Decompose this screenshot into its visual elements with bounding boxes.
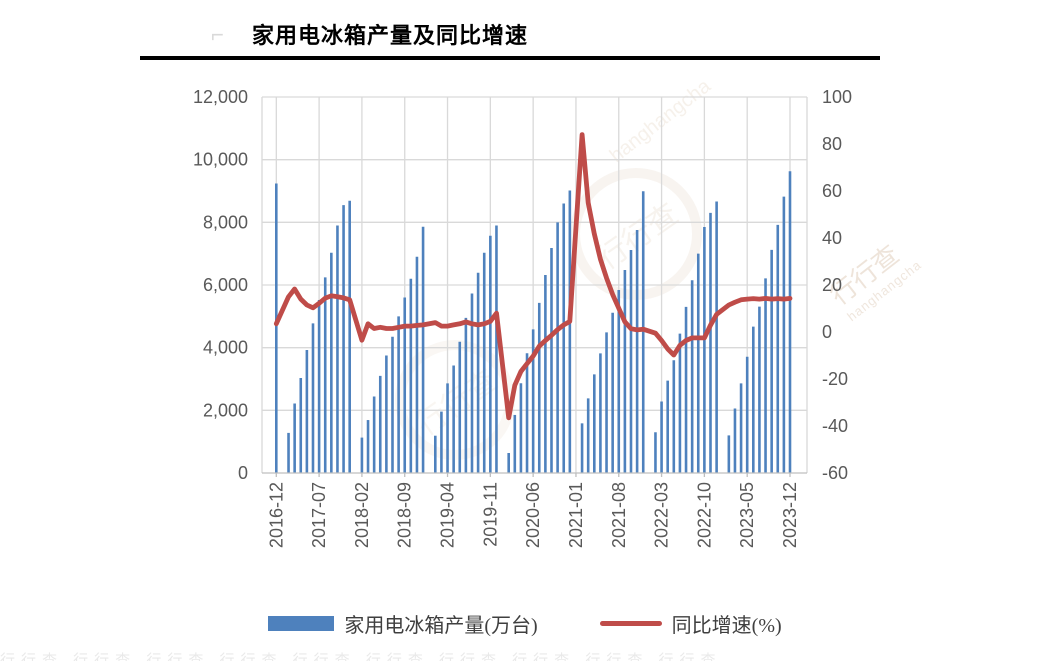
- bar-series-swatch: [268, 615, 335, 631]
- left-axis-tick-label: 4,000: [203, 338, 248, 358]
- left-axis-tick-label: 8,000: [203, 212, 248, 232]
- x-axis-tick-label: 2022-10: [694, 482, 714, 548]
- x-axis-tick-label: 2023-05: [737, 482, 757, 548]
- x-axis-tick-label: 2019-04: [438, 482, 458, 548]
- x-axis-tick-label: 2016-12: [266, 482, 286, 548]
- left-axis-tick-label: 2,000: [203, 400, 248, 420]
- bar-series: [274, 171, 792, 473]
- line-series: [273, 132, 793, 421]
- x-axis-tick-label: 2017-07: [309, 482, 329, 548]
- right-axis-tick-label: 0: [822, 322, 832, 342]
- right-axis-tick-label: 60: [822, 181, 842, 201]
- x-axis-tick-label: 2020-06: [523, 482, 543, 548]
- chart-legend: 家用电冰箱产量(万台) 同比增速(%): [0, 605, 1050, 641]
- left-axis-tick-label: 6,000: [203, 275, 248, 295]
- cropped-watermark-strip: 行行查 行行查 行行查 行行查 行行查 行行查 行行查 行行查 行行查 行行查: [0, 652, 722, 661]
- right-axis-tick-label: 40: [822, 228, 842, 248]
- line-series-label: 同比增速(%): [671, 614, 782, 637]
- line-series-swatch: [599, 620, 662, 626]
- right-axis-tick-label: -40: [822, 416, 848, 436]
- legend-item-growth: 同比增速(%): [599, 609, 782, 638]
- left-axis-tick-label: 10,000: [193, 150, 248, 170]
- title-underline: [140, 56, 880, 60]
- chart-title: 家用电冰箱产量及同比增速: [252, 23, 529, 48]
- left-axis-tick-label: 12,000: [193, 87, 248, 107]
- right-axis-tick-label: -20: [822, 369, 848, 389]
- legend-item-production: 家用电冰箱产量(万台): [268, 609, 538, 638]
- x-axis-tick-label: 2018-09: [395, 482, 415, 548]
- axes: 0 2,000 4,000 6,000 8,000 10,000 12,000 -60 -40 -…: [193, 87, 852, 548]
- bar-series-label: 家用电冰箱产量(万台): [344, 614, 538, 637]
- left-axis-tick-label: 0: [238, 463, 248, 483]
- x-axis-tick-label: 2019-11: [480, 482, 500, 547]
- x-axis-tick-label: 2021-08: [609, 482, 629, 548]
- growth-line: [273, 132, 793, 421]
- x-axis-tick-label: 2023-12: [780, 482, 800, 548]
- x-axis-tick-label: 2021-01: [566, 482, 586, 548]
- right-axis-tick-label: 20: [822, 275, 842, 295]
- x-axis-tick-label: 2018-02: [352, 482, 372, 548]
- right-axis-tick-label: -60: [822, 463, 848, 483]
- right-axis-tick-label: 100: [822, 87, 852, 107]
- title-decoration-mark: ⌐: [211, 22, 224, 47]
- right-axis-tick-label: 80: [822, 134, 842, 154]
- x-axis-tick-label: 2022-03: [652, 482, 672, 548]
